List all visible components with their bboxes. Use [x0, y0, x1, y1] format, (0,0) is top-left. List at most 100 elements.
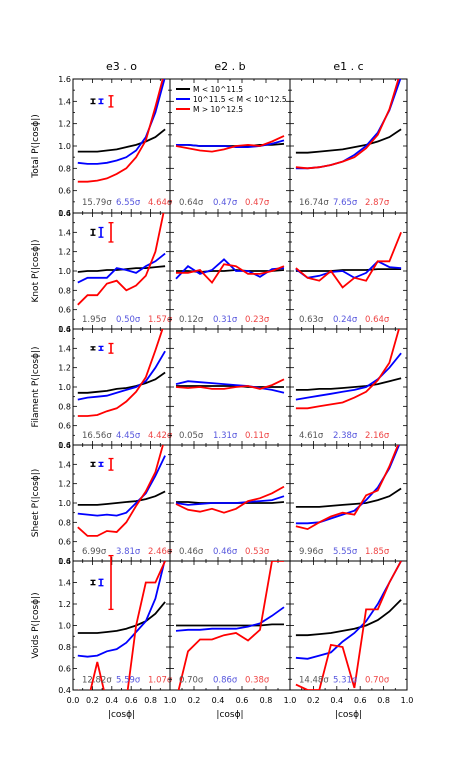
- row-y-label: Knot P(|cosϕ|): [31, 239, 41, 302]
- series-line-mid-mass: [175, 495, 285, 506]
- column-title: e3 . o: [106, 60, 137, 73]
- x-tick-label: 1.0: [164, 696, 177, 705]
- series-line-mid-mass: [77, 350, 166, 401]
- significance-label: 0.70σ: [365, 675, 390, 685]
- y-tick-label: 1.0: [58, 142, 71, 151]
- y-tick-label: 1.2: [58, 120, 71, 129]
- panel-frame: [289, 78, 408, 214]
- series-line-high-mass: [175, 485, 285, 514]
- x-tick-label: 0.4: [212, 696, 225, 705]
- series-line-high-mass: [177, 561, 284, 690]
- y-tick-label: 0.8: [58, 518, 71, 527]
- significance-label: 1.07σ: [148, 675, 173, 685]
- significance-label: 0.47σ: [245, 198, 270, 208]
- ticks: [72, 78, 171, 214]
- significance-label: 0.31σ: [213, 315, 238, 325]
- x-tick-label: 0.8: [144, 696, 157, 705]
- series-group: [295, 561, 402, 690]
- ticks: [289, 328, 408, 446]
- series-line-low-mass: [77, 371, 166, 394]
- significance-label: 12.82σ: [82, 675, 112, 685]
- y-tick-label: 1.0: [58, 499, 71, 508]
- x-tick-label: 0.6: [354, 696, 367, 705]
- series-group: [175, 561, 285, 690]
- y-tick-label: 0.8: [58, 402, 71, 411]
- y-tick-label: 0.6: [58, 187, 71, 196]
- errorbar-high-mass: [108, 95, 114, 108]
- series-group: [77, 213, 166, 306]
- row-y-label: Voids P(|cosϕ|): [31, 592, 41, 658]
- panel-frame: [72, 328, 171, 446]
- x-axis-labels: 0.0 0.2 0.4 0.6 0.8 1.0 |cosϕ| 0.2 0.4 0.6 0.8 1.0 |…: [67, 696, 414, 720]
- y-tick-label: 1.0: [58, 622, 71, 631]
- series-line-low-mass: [176, 623, 284, 627]
- significance-label: 6.55σ: [116, 198, 141, 208]
- significance-label: 0.50σ: [116, 315, 141, 325]
- x-tick-label: 0.4: [105, 696, 118, 705]
- series-line-low-mass: [77, 490, 166, 506]
- ticks: [289, 560, 408, 691]
- y-tick-label: 1.0: [58, 383, 71, 392]
- series-line-low-mass: [295, 268, 402, 272]
- x-axis-label: |cosϕ|: [335, 710, 362, 720]
- series-group: [77, 561, 166, 690]
- significance-label: 0.46σ: [213, 547, 238, 557]
- series-group: [295, 445, 402, 531]
- y-tick-label: 0.4: [58, 209, 71, 218]
- panel-r2-c2: 4.61σ 2.38σ 2.16σ: [289, 328, 408, 446]
- significance-label: 2.16σ: [365, 431, 390, 441]
- x-tick-label: 1.0: [401, 696, 414, 705]
- significance-label: 1.57σ: [148, 315, 173, 325]
- errorbar-low-mass: [90, 98, 96, 105]
- y-tick-label: 1.6: [58, 325, 71, 334]
- x-tick-label: 0.2: [307, 696, 320, 705]
- y-tick-label: 0.6: [58, 538, 71, 547]
- significance-label: 16.56σ: [82, 431, 112, 441]
- series-group: [175, 378, 285, 394]
- significance-label: 0.12σ: [179, 315, 204, 325]
- errorbar-low-mass: [90, 346, 96, 351]
- x-tick-label: 0.6: [236, 696, 249, 705]
- panel-frame: [72, 78, 171, 214]
- y-tick-label: 0.4: [58, 557, 71, 566]
- significance-label: 2.87σ: [365, 198, 390, 208]
- significance-label: 4.45σ: [116, 431, 141, 441]
- row-y-label: Sheet P(|cosϕ|): [31, 469, 41, 537]
- significance-label: 5.31σ: [333, 675, 358, 685]
- significance-label: 16.74σ: [299, 198, 329, 208]
- panel-r3-c0: 0.4 0.6 0.8 1.0 1.2 1.4 1.6 6.99σ 3.81σ 2.46σ: [58, 441, 173, 566]
- x-tick-label: 0.2: [86, 696, 99, 705]
- y-tick-label: 1.4: [58, 97, 71, 106]
- significance-label: 0.23σ: [245, 315, 270, 325]
- significance-label: 0.38σ: [245, 675, 270, 685]
- series-group: [295, 231, 402, 289]
- significance-label: 4.42σ: [148, 431, 173, 441]
- column-titles: e3 . o e2 . b e1 . c: [106, 60, 364, 73]
- significance-label: 0.47σ: [213, 198, 238, 208]
- series-line-mid-mass: [295, 260, 402, 279]
- series-line-mid-mass: [77, 561, 166, 658]
- series-line-high-mass: [176, 263, 285, 285]
- series-line-mid-mass: [175, 258, 285, 280]
- errorbar-mid-mass: [98, 461, 104, 467]
- y-tick-label: 1.2: [58, 364, 71, 373]
- y-tick-label: 1.6: [58, 75, 71, 84]
- series-line-high-mass: [295, 79, 400, 170]
- x-tick-label: 0.8: [260, 696, 273, 705]
- series-line-mid-mass: [175, 380, 285, 394]
- y-tick-label: 1.0: [58, 267, 71, 276]
- series-group: [175, 485, 285, 514]
- significance-label: 0.64σ: [179, 198, 204, 208]
- series-group: [175, 135, 285, 153]
- series-line-high-mass: [77, 561, 166, 690]
- series-line-high-mass: [77, 79, 164, 183]
- panel-r2-c1: 0.05σ 1.31σ 0.11σ: [169, 328, 291, 446]
- x-tick-label: 0.0: [67, 696, 80, 705]
- series-line-high-mass: [77, 445, 164, 537]
- row-y-label: Total P(|cosϕ|): [31, 114, 41, 178]
- errorbar-mid-mass: [98, 345, 104, 351]
- errorbar-high-mass: [108, 222, 114, 243]
- panel-r1-c1: 0.12σ 0.31σ 0.23σ: [169, 212, 291, 330]
- series-group: [77, 445, 166, 537]
- x-tick-label: 1.0: [284, 696, 297, 705]
